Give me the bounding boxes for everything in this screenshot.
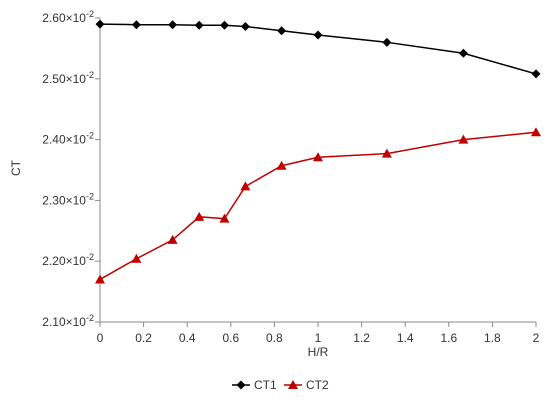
y-tick-label: 2.10×10-2 <box>42 313 94 329</box>
data-point-ct2 <box>313 152 323 162</box>
y-tick-label: 2.40×10-2 <box>42 131 94 147</box>
plot-area: 0 0.2 0.4 0.6 0.8 1 1.2 1.4 1.6 1.8 2 2.10×10-2 2.20… <box>42 9 541 345</box>
x-tick-label: 1.8 <box>484 331 501 345</box>
data-point-ct2 <box>240 181 251 191</box>
x-tick-label: 0.6 <box>222 331 239 345</box>
x-tick-label: 0.8 <box>266 331 283 345</box>
x-tick-label: 0.2 <box>135 331 152 345</box>
y-tick-label: 2.50×10-2 <box>42 70 94 86</box>
legend-marker-ct1 <box>236 380 246 390</box>
data-point-ct2 <box>276 160 287 170</box>
x-axis-title: H/R <box>308 345 329 359</box>
data-point-ct1 <box>313 30 323 40</box>
data-point-ct1 <box>194 20 204 30</box>
data-point-ct2 <box>458 134 469 144</box>
x-tick-label: 0.4 <box>179 331 196 345</box>
data-point-ct2 <box>381 148 392 158</box>
x-tick-label: 1.2 <box>353 331 370 345</box>
x-tick-label: 1.4 <box>397 331 414 345</box>
data-point-ct1 <box>95 19 105 29</box>
y-axis-title: CT <box>9 159 23 176</box>
data-point-ct2 <box>131 253 142 263</box>
data-point-ct2 <box>167 234 178 244</box>
x-tick-label: 2 <box>533 331 540 345</box>
data-point-ct1 <box>531 69 541 79</box>
y-tick-label: 2.60×10-2 <box>42 9 94 25</box>
data-point-ct1 <box>382 37 392 47</box>
data-point-ct1 <box>131 20 141 30</box>
legend: CT1 CT2 <box>232 378 329 392</box>
legend-label-ct1: CT1 <box>254 378 277 392</box>
data-point-ct2 <box>219 213 230 223</box>
x-tick-label: 1.6 <box>440 331 457 345</box>
data-point-ct2 <box>194 211 205 221</box>
y-tick-label: 2.20×10-2 <box>42 252 94 268</box>
legend-label-ct2: CT2 <box>306 378 329 392</box>
data-point-ct2 <box>95 274 105 284</box>
x-tick-label: 1 <box>315 331 322 345</box>
data-point-ct1 <box>240 22 250 32</box>
data-point-ct1 <box>277 26 287 36</box>
data-point-ct2 <box>531 127 541 137</box>
data-point-ct1 <box>168 20 178 30</box>
legend-marker-ct2 <box>288 380 298 389</box>
y-tick-label: 2.30×10-2 <box>42 191 94 207</box>
x-tick-label: 0 <box>97 331 104 345</box>
data-point-ct1 <box>458 48 468 58</box>
data-point-ct1 <box>219 20 229 30</box>
